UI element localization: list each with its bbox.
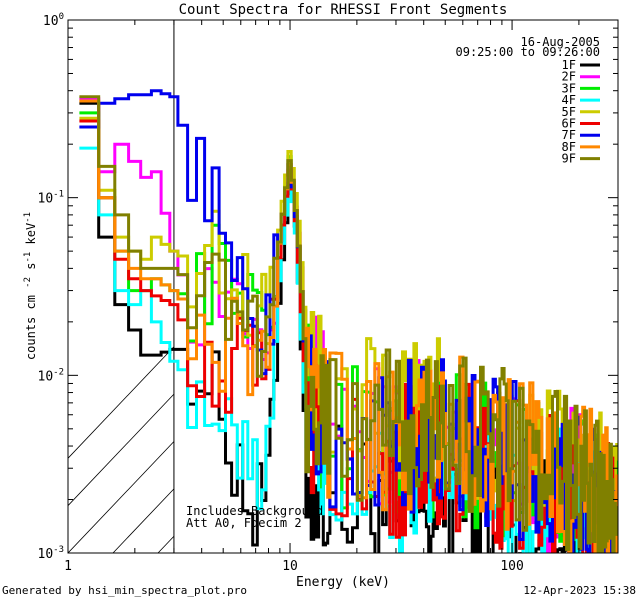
x-tick-label: 100 [500, 559, 523, 574]
y-tick-label: 10-1 [38, 190, 65, 207]
legend-time-range: 09:25:00 to 09:26:00 [456, 45, 601, 59]
footer-generated-by: Generated by hsi_min_spectra_plot.pro [2, 584, 247, 597]
x-axis-label: Energy (keV) [296, 575, 390, 590]
legend-label-1F: 1F [562, 58, 576, 72]
x-tick-label: 10 [282, 559, 298, 574]
legend-date: 16-Aug-2005 [521, 35, 600, 49]
y-tick-label: 10-3 [38, 545, 65, 562]
y-tick-label: 10-2 [38, 367, 65, 384]
legend-label-7F: 7F [562, 128, 576, 142]
hatch-line [68, 393, 174, 507]
chart-title: Count Spectra for RHESSI Front Segments [179, 2, 508, 18]
y-tick-label: 100 [43, 12, 64, 29]
legend-label-2F: 2F [562, 70, 576, 84]
legend-label-3F: 3F [562, 81, 576, 95]
plot-frame [67, 19, 619, 554]
legend-label-9F: 9F [562, 152, 576, 166]
shaded-region [68, 20, 175, 553]
legend-label-6F: 6F [562, 117, 576, 131]
annotation-attenuator: Att A0, Fdecim 2 [186, 516, 302, 530]
x-tick-label: 1 [64, 559, 72, 574]
legend-label-4F: 4F [562, 93, 576, 107]
footer-timestamp: 12-Apr-2023 15:38 [523, 584, 636, 597]
legend-label-8F: 8F [562, 140, 576, 154]
hatch-line [68, 440, 174, 553]
y-axis-label: counts cm -2 s-1 keV-1 [23, 212, 38, 360]
legend: 16-Aug-2005 09:25:00 to 09:26:00 1F2F3F4… [456, 35, 601, 166]
legend-label-5F: 5F [562, 105, 576, 119]
annotation-background: Includes Background [186, 504, 323, 518]
series-line-9F [79, 95, 618, 553]
